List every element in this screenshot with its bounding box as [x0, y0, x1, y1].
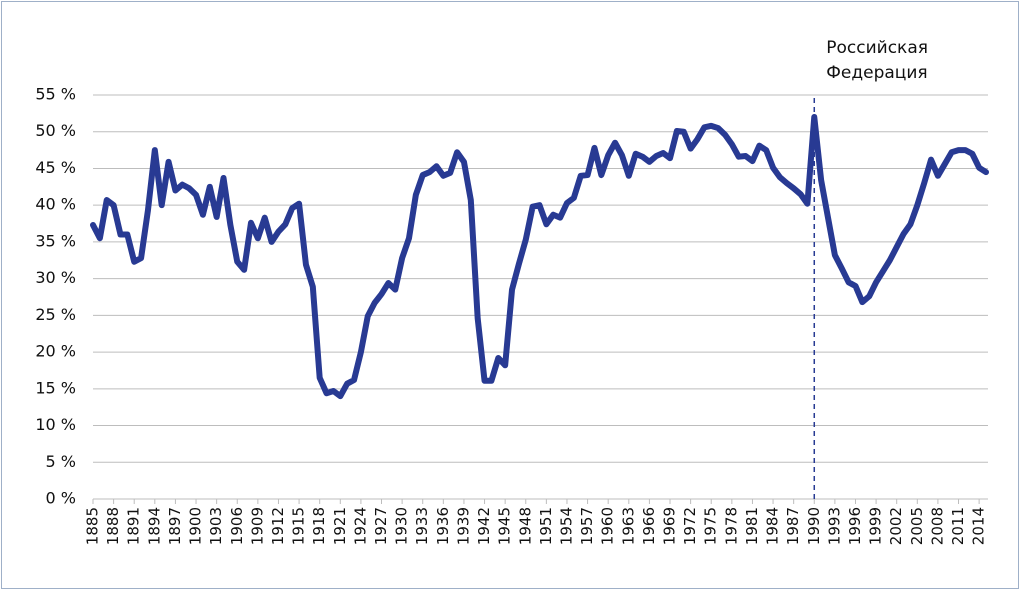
- x-tick-label: 1996: [846, 507, 864, 545]
- x-tick-label: 1885: [84, 507, 102, 545]
- annotation: Федерация: [826, 63, 927, 83]
- y-tick-label: 30 %: [35, 268, 76, 287]
- x-tick-label: 1951: [537, 507, 555, 545]
- y-tick-label: 20 %: [35, 342, 76, 361]
- y-tick-label: 5 %: [46, 452, 76, 471]
- x-tick-label: 1981: [743, 507, 761, 545]
- data-line: [90, 114, 989, 400]
- x-tick-label: 2002: [887, 507, 905, 545]
- x-tick-label: 1894: [145, 507, 163, 545]
- x-tick-label: 1963: [619, 507, 637, 545]
- x-tick-label: 1900: [187, 507, 205, 545]
- y-tick-label: 55 %: [35, 85, 76, 104]
- y-tick-label: 45 %: [35, 158, 76, 177]
- annotation: Российская: [826, 38, 928, 58]
- x-tick-label: 1978: [722, 507, 740, 545]
- x-tick-label: 1912: [269, 507, 287, 545]
- x-tick-label: 1891: [125, 507, 143, 545]
- x-tick-label: 1924: [351, 507, 369, 545]
- x-tick-label: 1969: [661, 507, 679, 545]
- x-tick-label: 2014: [970, 507, 988, 545]
- x-tick-label: 1921: [331, 507, 349, 545]
- x-tick-label: 1915: [290, 507, 308, 545]
- y-tick-label: 0 %: [46, 489, 76, 508]
- x-tick-label: 1936: [434, 507, 452, 545]
- y-tick-label: 50 %: [35, 121, 76, 140]
- x-tick-label: 1987: [784, 507, 802, 545]
- x-tick-label: 2008: [928, 507, 946, 545]
- y-tick-label: 15 %: [35, 378, 76, 397]
- x-tick-label: 1954: [557, 507, 575, 545]
- x-tick-label: 1897: [166, 507, 184, 545]
- x-tick-label: 1930: [393, 507, 411, 545]
- x-tick-label: 1933: [413, 507, 431, 545]
- x-tick-label: 1918: [310, 507, 328, 545]
- y-tick-label: 10 %: [35, 415, 76, 434]
- x-tick-label: 1888: [104, 507, 122, 545]
- x-tick-label: 2005: [908, 507, 926, 545]
- x-tick-label: 1966: [640, 507, 658, 545]
- x-tick-label: 1999: [867, 507, 885, 545]
- x-tick-label: 1975: [702, 507, 720, 545]
- x-tick-label: 1906: [228, 507, 246, 545]
- x-tick-label: 1990: [805, 507, 823, 545]
- x-tick-label: 1993: [825, 507, 843, 545]
- x-tick-label: 1927: [372, 507, 390, 545]
- x-tick-label: 1909: [248, 507, 266, 545]
- y-tick-label: 35 %: [35, 231, 76, 250]
- x-tick-label: 1939: [454, 507, 472, 545]
- x-tick-label: 1972: [681, 507, 699, 545]
- x-tick-label: 1948: [516, 507, 534, 545]
- x-tick-label: 1984: [764, 507, 782, 545]
- x-tick-label: 1957: [578, 507, 596, 545]
- x-tick-label: 1903: [207, 507, 225, 545]
- x-tick-label: 1942: [475, 507, 493, 545]
- x-tick-label: 1945: [496, 507, 514, 545]
- x-tick-label: 2011: [949, 507, 967, 545]
- y-tick-label: 40 %: [35, 195, 76, 214]
- x-tick-label: 1960: [599, 507, 617, 545]
- y-tick-label: 25 %: [35, 305, 76, 324]
